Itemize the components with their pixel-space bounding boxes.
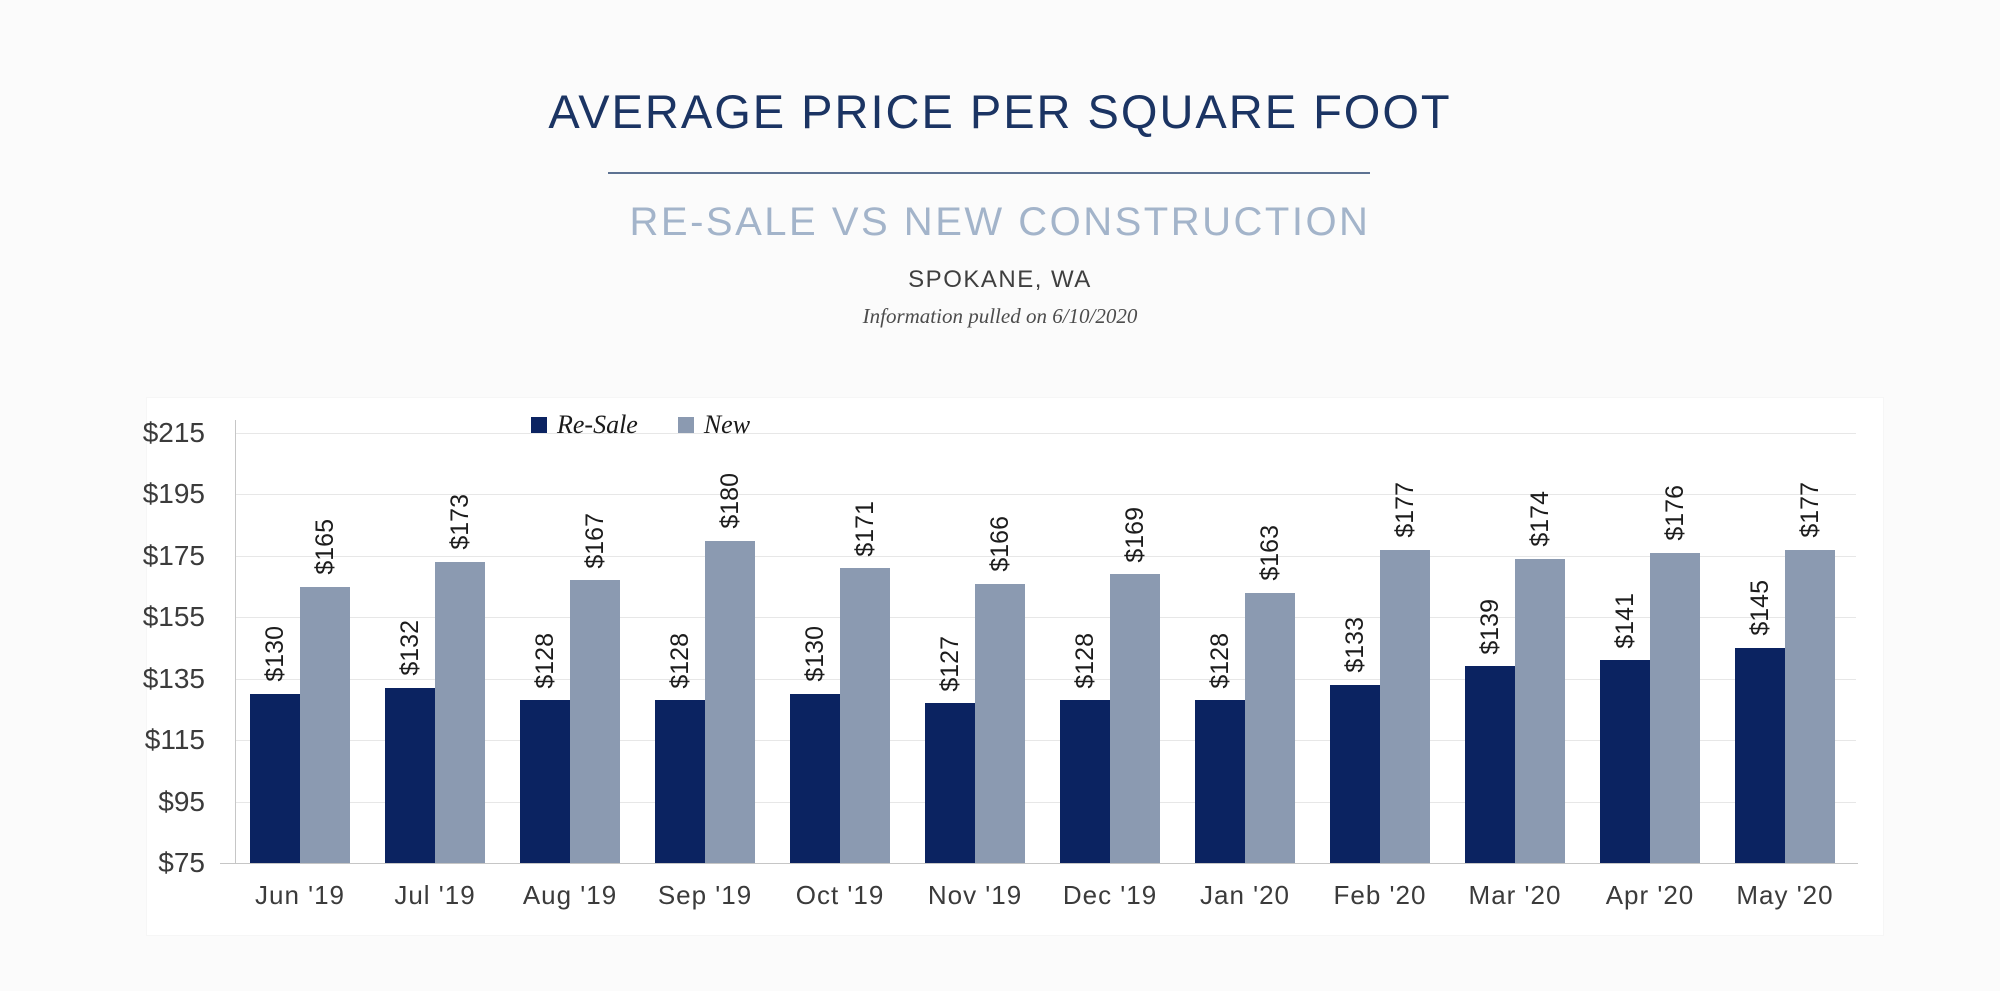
grid-line xyxy=(236,801,1856,803)
legend-label-new: New xyxy=(703,410,751,439)
bar-value-label: $141 xyxy=(1611,592,1639,649)
bar-new xyxy=(570,580,620,863)
chart-legend: Re-Sale New xyxy=(531,410,750,440)
x-axis-label: Feb '20 xyxy=(1333,880,1427,910)
bar-value-label: $127 xyxy=(936,635,964,692)
x-axis-label: Nov '19 xyxy=(927,880,1023,910)
y-axis-tick-label: $155 xyxy=(142,601,205,633)
bar-new xyxy=(1245,592,1295,863)
grid-line xyxy=(236,740,1856,742)
grid-line xyxy=(236,678,1856,680)
bar-value-label: $171 xyxy=(851,500,879,557)
bar-value-label: $130 xyxy=(801,626,829,683)
bar-value-label: $128 xyxy=(1071,632,1099,689)
bar-new xyxy=(1650,552,1700,863)
y-axis-tick-label: $195 xyxy=(142,478,205,510)
bar-value-label: $167 xyxy=(581,512,609,569)
bar-resale xyxy=(1735,648,1785,863)
bar-value-label: $165 xyxy=(311,518,339,575)
location-label: SPOKANE, WA xyxy=(908,266,1092,293)
bar-value-label: $128 xyxy=(1206,632,1234,689)
bar-resale xyxy=(1330,684,1380,863)
x-axis-line xyxy=(220,863,1858,864)
bar-value-label: $169 xyxy=(1121,506,1149,563)
chart-subtitle: RE-SALE VS NEW CONSTRUCTION xyxy=(629,200,1371,244)
bar-value-label: $176 xyxy=(1661,485,1689,541)
bars-layer xyxy=(250,540,1835,863)
y-axis-tick-label: $115 xyxy=(144,724,205,756)
bar-resale xyxy=(250,694,300,863)
bar-resale xyxy=(1195,700,1245,863)
bar-resale xyxy=(655,700,705,863)
x-axis-label: Dec '19 xyxy=(1062,880,1158,910)
grid-line xyxy=(236,617,1856,619)
bar-new xyxy=(705,540,755,863)
bar-new xyxy=(1515,558,1565,863)
x-axis-label: Oct '19 xyxy=(795,880,885,910)
legend-item-resale: Re-Sale xyxy=(531,410,638,440)
bar-value-label: $163 xyxy=(1256,525,1284,581)
bar-resale xyxy=(925,703,975,863)
bar-resale xyxy=(1060,700,1110,863)
legend-swatch-new xyxy=(677,417,694,433)
bar-value-label: $145 xyxy=(1746,580,1774,636)
y-axis-tick-label: $215 xyxy=(142,417,205,448)
page-title: AVERAGE PRICE PER SQUARE FOOT xyxy=(548,85,1452,138)
grid-line xyxy=(236,555,1856,557)
grid-line xyxy=(236,494,1856,496)
bar-resale xyxy=(790,694,840,863)
bar-value-label: $132 xyxy=(396,620,424,676)
bar-new xyxy=(435,562,485,863)
bar-new xyxy=(975,583,1025,863)
bar-resale xyxy=(520,700,570,863)
y-axis-tick-label: $95 xyxy=(158,785,205,817)
y-axis-line xyxy=(235,420,236,863)
x-axis-label: May '20 xyxy=(1736,880,1834,910)
info-note: Information pulled on 6/10/2020 xyxy=(862,304,1138,328)
y-axis-tick-label: $75 xyxy=(158,847,205,878)
bar-labels-layer: $130 $165 $132 $173 $128 $167 $128 $180 $130 $171… xyxy=(261,472,1824,692)
bar-value-label: $139 xyxy=(1476,598,1504,655)
bar-value-label: $130 xyxy=(261,626,289,683)
x-axis-label: Jul '19 xyxy=(394,880,476,910)
bar-new xyxy=(1110,574,1160,863)
x-axis-label: Apr '20 xyxy=(1605,880,1695,910)
x-axis-label: Aug '19 xyxy=(522,880,618,910)
bar-value-label: $128 xyxy=(531,632,559,689)
bar-value-label: $177 xyxy=(1796,482,1824,538)
bar-value-label: $174 xyxy=(1526,491,1554,547)
x-axis-label: Jun '19 xyxy=(254,880,346,910)
bar-resale xyxy=(385,687,435,863)
x-axis-label: Sep '19 xyxy=(657,880,753,910)
grid-line xyxy=(236,433,1856,434)
bar-value-label: $133 xyxy=(1341,617,1369,673)
x-axis-label: Mar '20 xyxy=(1468,880,1562,910)
y-axis-tick-label: $175 xyxy=(142,539,205,571)
legend-swatch-resale xyxy=(531,417,547,433)
bar-resale xyxy=(1600,660,1650,863)
title-divider xyxy=(608,172,1370,174)
bar-value-label: $180 xyxy=(716,472,744,529)
bar-new xyxy=(300,586,350,863)
bar-value-label: $128 xyxy=(666,632,694,689)
bar-value-label: $173 xyxy=(446,494,474,550)
y-axis-tick-label: $135 xyxy=(142,662,205,694)
bar-value-label: $166 xyxy=(986,515,1014,572)
x-axis-label: Jan '20 xyxy=(1199,880,1291,910)
bar-new xyxy=(1380,549,1430,863)
legend-item-new: New xyxy=(677,410,751,440)
bar-value-label: $177 xyxy=(1391,482,1419,538)
legend-label-resale: Re-Sale xyxy=(557,410,638,439)
bar-new xyxy=(840,568,890,863)
bar-new xyxy=(1785,549,1835,863)
bar-resale xyxy=(1465,666,1515,863)
